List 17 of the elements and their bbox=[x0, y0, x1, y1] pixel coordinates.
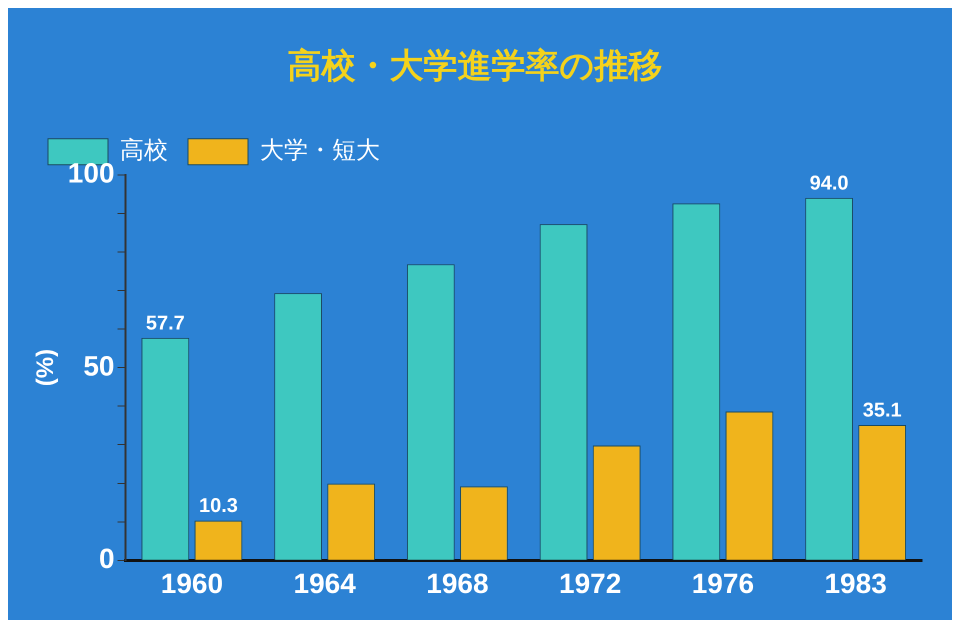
x-tick-label: 1964 bbox=[293, 568, 356, 599]
y-tick-label: 0 bbox=[98, 543, 115, 574]
y-tick-label: 50 bbox=[83, 350, 115, 382]
x-tick-label: 1972 bbox=[558, 568, 622, 599]
x-tick-label: 1960 bbox=[160, 568, 224, 599]
x-tick-label: 1983 bbox=[824, 568, 887, 599]
y-axis-title: (%) bbox=[32, 348, 60, 386]
x-tick-label: 1968 bbox=[426, 568, 489, 599]
chart-title: 高校・大学進学率の推移 bbox=[288, 46, 662, 86]
data-label: 10.3 bbox=[198, 495, 238, 518]
legend-label: 大学・短大 bbox=[260, 136, 380, 164]
legend-label: 高校 bbox=[120, 136, 168, 164]
data-label: 35.1 bbox=[862, 400, 902, 422]
x-tick-label: 1976 bbox=[692, 568, 754, 599]
y-tick-label: 100 bbox=[68, 158, 115, 189]
data-label: 57.7 bbox=[146, 312, 185, 334]
data-label: 94.0 bbox=[810, 172, 849, 194]
